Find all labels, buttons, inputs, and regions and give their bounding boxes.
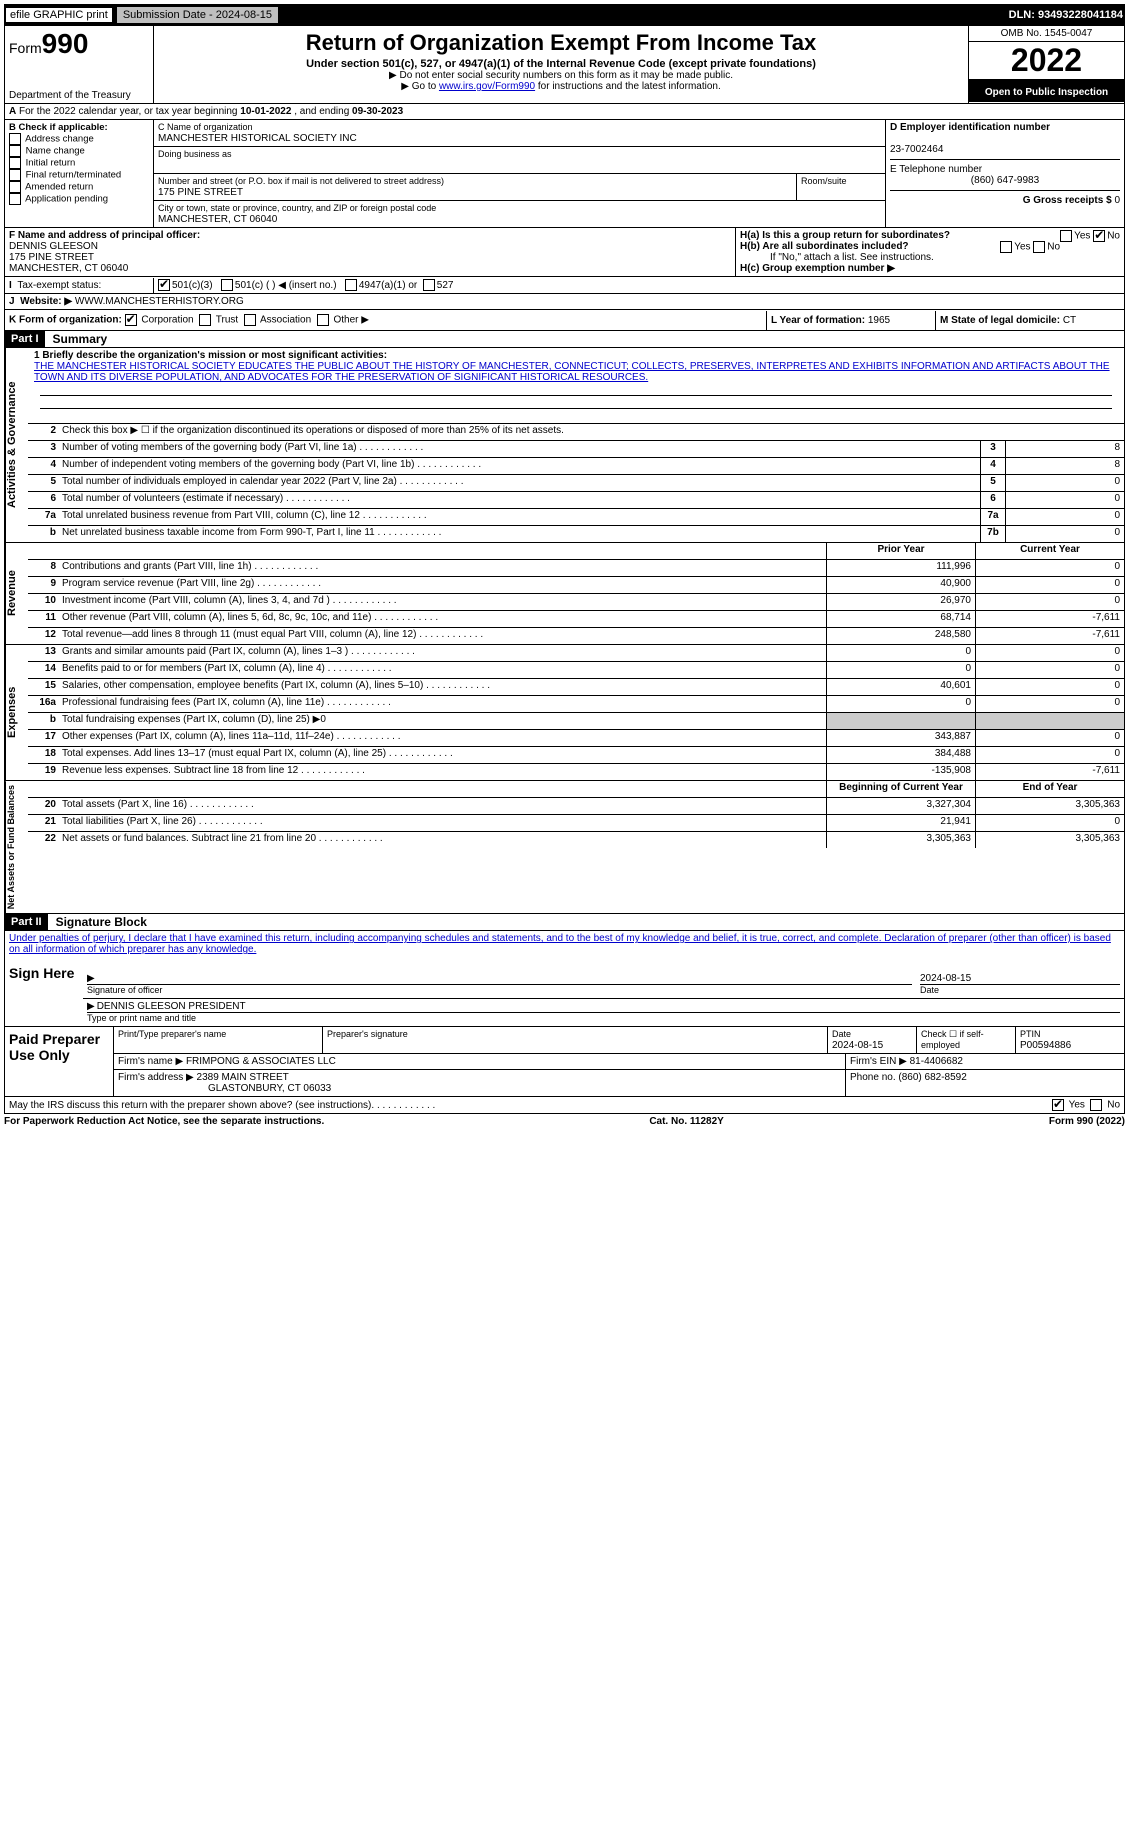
part2-header: Part II Signature Block — [4, 914, 1125, 931]
net-header-row: Beginning of Current Year End of Year — [28, 781, 1124, 798]
data-row: 22Net assets or fund balances. Subtract … — [28, 832, 1124, 848]
year-formed: 1965 — [868, 315, 890, 326]
open-inspection: Open to Public Inspection — [969, 83, 1124, 102]
org-city: MANCHESTER, CT 06040 — [158, 214, 277, 225]
mission-text[interactable]: THE MANCHESTER HISTORICAL SOCIETY EDUCAT… — [34, 361, 1110, 383]
data-row: 19Revenue less expenses. Subtract line 1… — [28, 764, 1124, 780]
box-c: C Name of organizationMANCHESTER HISTORI… — [154, 120, 886, 227]
box-b: B Check if applicable: Address change Na… — [5, 120, 154, 227]
sign-here-label: Sign Here — [5, 957, 83, 1026]
checkbox-amended[interactable] — [9, 181, 21, 193]
data-row: 13Grants and similar amounts paid (Part … — [28, 645, 1124, 662]
form-label: Form — [9, 40, 42, 56]
paid-preparer-label: Paid Preparer Use Only — [5, 1027, 114, 1096]
gov-row: 6Total number of volunteers (estimate if… — [28, 492, 1124, 509]
rev-header-row: Prior Year Current Year — [28, 543, 1124, 560]
state-domicile: CT — [1063, 315, 1076, 326]
tax-status-row: I Tax-exempt status: 501(c)(3) 501(c) ( … — [4, 277, 1125, 294]
mission-block: 1 Briefly describe the organization's mi… — [28, 348, 1124, 424]
box-f-h: F Name and address of principal officer:… — [4, 228, 1125, 277]
checkbox-address[interactable] — [9, 133, 21, 145]
ptin: P00594886 — [1020, 1040, 1071, 1051]
note-1: ▶ Do not enter social security numbers o… — [160, 70, 962, 81]
checkbox-501c3[interactable] — [158, 279, 170, 291]
dln-label: DLN: 93493228041184 — [1009, 9, 1123, 21]
checkbox-final[interactable] — [9, 169, 21, 181]
data-row: bTotal fundraising expenses (Part IX, co… — [28, 713, 1124, 730]
firm-phone: (860) 682-8592 — [898, 1072, 966, 1083]
revenue-section: Revenue Prior Year Current Year 8Contrib… — [4, 543, 1125, 645]
governance-section: Activities & Governance 1 Briefly descri… — [4, 348, 1125, 543]
data-row: 11Other revenue (Part VIII, column (A), … — [28, 611, 1124, 628]
form-title: Return of Organization Exempt From Incom… — [160, 30, 962, 56]
data-row: 8Contributions and grants (Part VIII, li… — [28, 560, 1124, 577]
checkbox-corp[interactable] — [125, 314, 137, 326]
data-row: 14Benefits paid to or for members (Part … — [28, 662, 1124, 679]
exp-side-label: Expenses — [5, 645, 28, 780]
gov-row: 3Number of voting members of the governi… — [28, 441, 1124, 458]
gov-row: 7aTotal unrelated business revenue from … — [28, 509, 1124, 526]
data-row: 17Other expenses (Part IX, column (A), l… — [28, 730, 1124, 747]
prep-date: 2024-08-15 — [832, 1040, 883, 1051]
org-street: 175 PINE STREET — [158, 187, 243, 198]
gov-row: 4Number of independent voting members of… — [28, 458, 1124, 475]
net-side-label: Net Assets or Fund Balances — [5, 781, 28, 913]
data-row: 12Total revenue—add lines 8 through 11 (… — [28, 628, 1124, 644]
officer-sig-name: DENNIS GLEESON PRESIDENT — [97, 1001, 246, 1012]
checkbox-group-no[interactable] — [1093, 230, 1105, 242]
data-row: 10Investment income (Part VIII, column (… — [28, 594, 1124, 611]
gross-receipts: 0 — [1114, 195, 1120, 206]
omb-number: OMB No. 1545-0047 — [969, 26, 1124, 41]
org-name: MANCHESTER HISTORICAL SOCIETY INC — [158, 133, 357, 144]
box-d-e-g: D Employer identification number23-70024… — [886, 120, 1124, 227]
footer: For Paperwork Reduction Act Notice, see … — [4, 1114, 1125, 1129]
data-row: 21Total liabilities (Part X, line 26)21,… — [28, 815, 1124, 832]
form-footer-right: Form 990 (2022) — [1049, 1116, 1125, 1127]
irs-link[interactable]: www.irs.gov/Form990 — [439, 81, 535, 92]
data-row: 15Salaries, other compensation, employee… — [28, 679, 1124, 696]
sign-here-block: Sign Here Signature of officer 2024-08-1… — [4, 957, 1125, 1027]
declaration-text[interactable]: Under penalties of perjury, I declare th… — [9, 933, 1111, 955]
ein: 23-7002464 — [890, 144, 943, 155]
officer-name: DENNIS GLEESON — [9, 241, 98, 252]
note-2: ▶ Go to www.irs.gov/Form990 for instruct… — [160, 81, 962, 92]
dept-label: Department of the Treasury — [9, 90, 149, 101]
checkbox-name[interactable] — [9, 145, 21, 157]
discuss-row: May the IRS discuss this return with the… — [4, 1097, 1125, 1114]
form-number: 990 — [42, 28, 89, 59]
rev-side-label: Revenue — [5, 543, 28, 644]
gov-row: bNet unrelated business taxable income f… — [28, 526, 1124, 542]
phone: (860) 647-9983 — [890, 175, 1120, 186]
form-header: Form990 Department of the Treasury Inter… — [4, 26, 1125, 104]
top-bar: efile GRAPHIC print Submission Date - 20… — [4, 4, 1125, 26]
data-row: 16aProfessional fundraising fees (Part I… — [28, 696, 1124, 713]
expenses-section: Expenses 13Grants and similar amounts pa… — [4, 645, 1125, 781]
header-block: B Check if applicable: Address change Na… — [4, 120, 1125, 228]
net-assets-section: Net Assets or Fund Balances Beginning of… — [4, 781, 1125, 914]
submission-btn[interactable]: Submission Date - 2024-08-15 — [116, 6, 279, 24]
website-url: WWW.MANCHESTERHISTORY.ORG — [75, 296, 244, 307]
checkbox-pending[interactable] — [9, 193, 21, 205]
data-row: 9Program service revenue (Part VIII, lin… — [28, 577, 1124, 594]
website-row: J Website: ▶ WWW.MANCHESTERHISTORY.ORG — [4, 294, 1125, 310]
form-subtitle: Under section 501(c), 527, or 4947(a)(1)… — [160, 58, 962, 70]
paid-preparer-block: Paid Preparer Use Only Print/Type prepar… — [4, 1027, 1125, 1097]
line-a: A A For the 2022 calendar year, or tax y… — [4, 104, 1125, 120]
checkbox-initial[interactable] — [9, 157, 21, 169]
part1-header: Part I Summary — [4, 331, 1125, 348]
gov-side-label: Activities & Governance — [5, 348, 28, 542]
sign-date: 2024-08-15 — [920, 973, 971, 984]
gov-row: 5Total number of individuals employed in… — [28, 475, 1124, 492]
data-row: 18Total expenses. Add lines 13–17 (must … — [28, 747, 1124, 764]
tax-year: 2022 — [969, 41, 1124, 83]
firm-name: FRIMPONG & ASSOCIATES LLC — [186, 1056, 336, 1067]
gov-row: 2Check this box ▶ ☐ if the organization … — [28, 424, 1124, 441]
firm-ein: 81-4406682 — [910, 1056, 963, 1067]
data-row: 20Total assets (Part X, line 16)3,327,30… — [28, 798, 1124, 815]
k-l-m-row: K Form of organization: Corporation Trus… — [4, 310, 1125, 331]
checkbox-discuss-yes[interactable] — [1052, 1099, 1064, 1111]
efile-label: efile GRAPHIC print — [6, 8, 112, 22]
firm-addr: 2389 MAIN STREET — [197, 1072, 289, 1083]
